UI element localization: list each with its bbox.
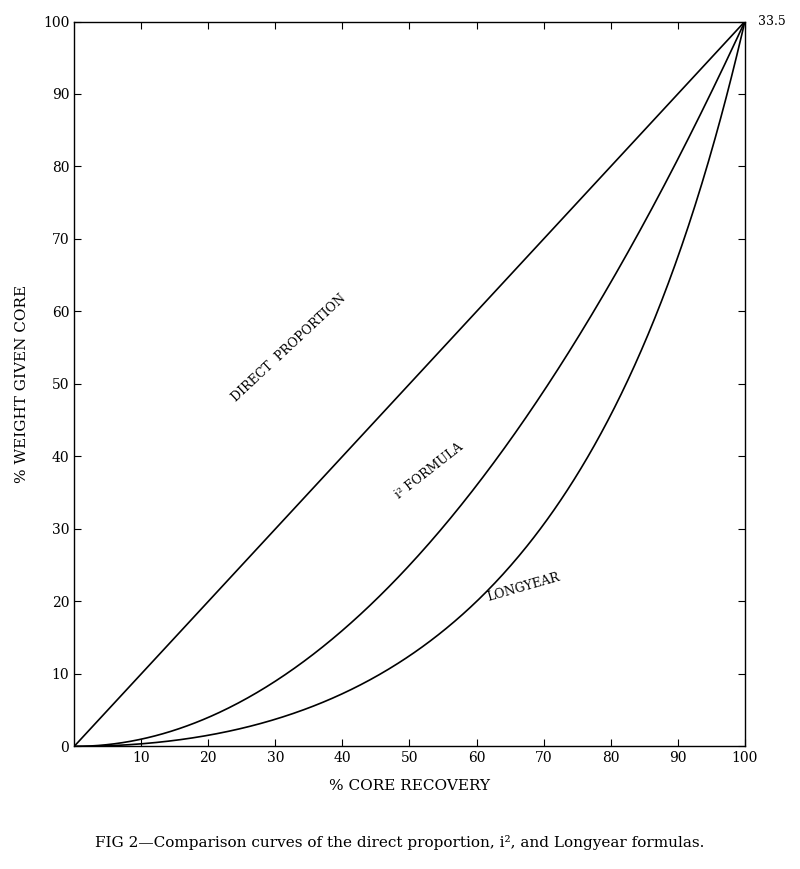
Text: 33.5: 33.5 [758, 15, 786, 28]
Text: LONGYEAR: LONGYEAR [486, 570, 562, 604]
Text: i² FORMULA: i² FORMULA [394, 441, 466, 501]
Text: DIRECT  PROPORTION: DIRECT PROPORTION [229, 291, 349, 404]
Y-axis label: % WEIGHT GIVEN CORE: % WEIGHT GIVEN CORE [15, 285, 29, 483]
X-axis label: % CORE RECOVERY: % CORE RECOVERY [329, 779, 490, 793]
Text: FIG 2—Comparison curves of the direct proportion, i², and Longyear formulas.: FIG 2—Comparison curves of the direct pr… [95, 835, 705, 850]
